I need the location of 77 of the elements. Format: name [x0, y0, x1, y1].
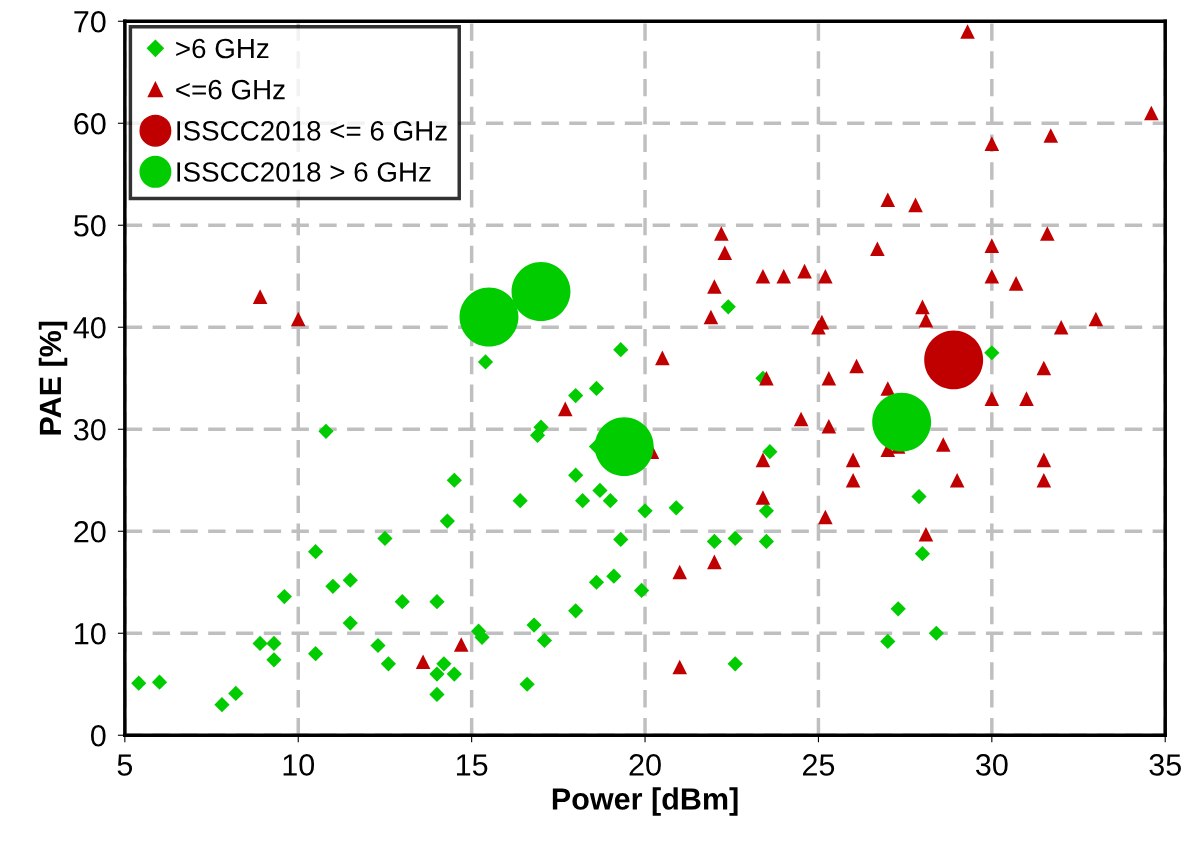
point [818, 268, 833, 284]
y-tick-label: 60 [74, 112, 106, 135]
y-tick-label: 70 [74, 10, 106, 33]
point [1036, 452, 1052, 468]
point [672, 564, 687, 580]
point [849, 358, 864, 374]
point [845, 452, 861, 468]
point [755, 452, 771, 468]
x-tick-label: 10 [283, 754, 315, 776]
point [880, 381, 896, 396]
x-tick-label: 5 [117, 754, 133, 776]
x-tick-label: 15 [456, 754, 488, 776]
point [880, 192, 896, 208]
x-tick-label: 20 [629, 754, 661, 776]
point [1008, 276, 1024, 291]
point [453, 637, 469, 652]
point [870, 241, 885, 256]
x-tick-label: 25 [802, 754, 835, 776]
point [717, 245, 733, 261]
point [290, 311, 306, 327]
x-tick-label: 35 [1149, 754, 1181, 776]
legend-label: >6 GHz [176, 38, 269, 59]
point [915, 299, 930, 315]
point [984, 238, 1000, 253]
point [960, 24, 975, 39]
point [1040, 226, 1055, 241]
point [1036, 472, 1052, 488]
point [776, 268, 792, 284]
y-tick-label: 20 [74, 520, 106, 543]
point [252, 289, 268, 304]
point [557, 401, 573, 417]
point [984, 268, 1000, 284]
x-axis-title: Power [dBm] [552, 787, 738, 816]
point [1053, 319, 1069, 335]
point [797, 263, 812, 279]
point [707, 554, 722, 570]
point [1043, 128, 1059, 143]
legend-label: ISSCC2018 <= 6 GHz [177, 120, 447, 141]
point [935, 437, 951, 452]
y-tick-label: 0 [90, 724, 106, 747]
point [818, 509, 833, 525]
y-tick-label: 50 [74, 214, 106, 237]
legend-label: <=6 GHz [176, 79, 285, 100]
point [714, 226, 729, 241]
point [918, 312, 934, 328]
point [759, 370, 774, 386]
y-tick-label: 30 [73, 418, 106, 441]
point [984, 391, 1000, 406]
point [924, 330, 984, 390]
legend-label: ISSCC2018 > 6 GHz [177, 162, 431, 182]
point [511, 262, 571, 322]
point [459, 287, 519, 347]
point [1019, 391, 1034, 406]
point [415, 654, 431, 670]
point [949, 472, 965, 488]
y-tick-label: 40 [73, 316, 106, 339]
point [655, 350, 670, 366]
point [672, 659, 687, 675]
point [755, 490, 771, 505]
y-tick-label: 10 [75, 622, 106, 645]
point [821, 418, 837, 434]
point [707, 279, 722, 294]
point [1036, 360, 1052, 376]
point [918, 527, 934, 542]
point [908, 197, 923, 213]
point [703, 309, 719, 325]
point [793, 411, 809, 427]
point [755, 268, 771, 284]
point [845, 472, 861, 488]
point [821, 370, 837, 386]
y-axis-title: PAE [%] [38, 321, 68, 435]
point [594, 417, 654, 477]
x-tick-label: 30 [976, 754, 1008, 776]
point [984, 136, 1000, 151]
point [1144, 105, 1159, 121]
point [872, 392, 932, 452]
point [1088, 311, 1104, 327]
